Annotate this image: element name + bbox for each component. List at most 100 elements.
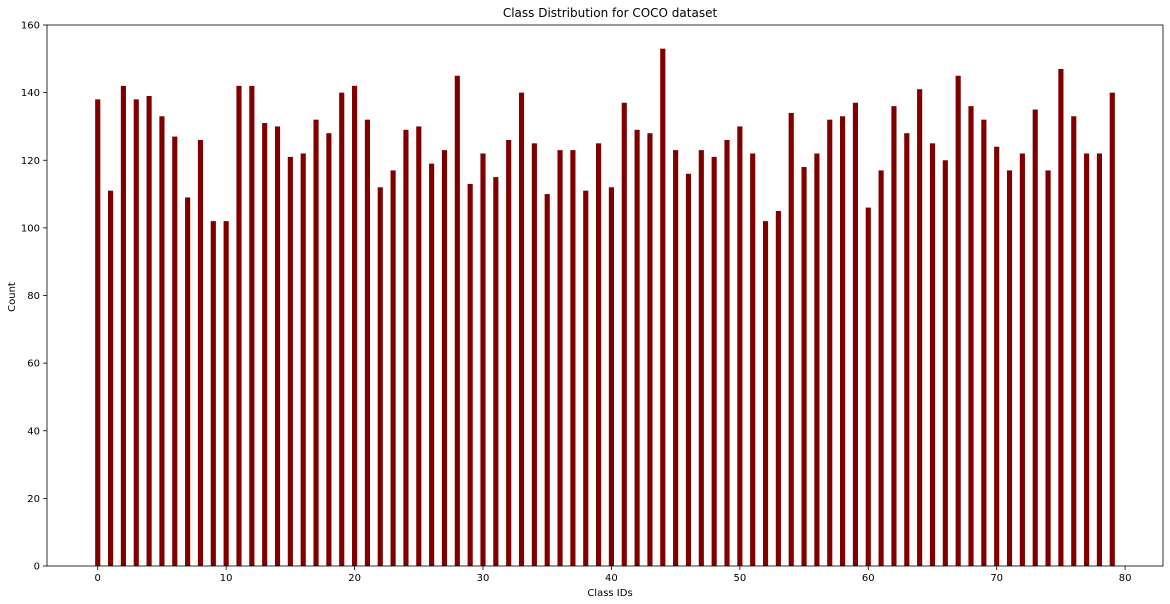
bar-class-33 <box>518 92 525 567</box>
x-tick-label: 20 <box>348 573 361 584</box>
bar-class-42 <box>634 129 640 566</box>
bar-class-60 <box>865 207 871 566</box>
bar-class-22 <box>377 187 383 567</box>
bar-class-19 <box>339 92 345 567</box>
bar-class-66 <box>942 160 948 566</box>
x-tick-label: 0 <box>95 573 101 584</box>
bar-class-6 <box>172 136 178 566</box>
bar-class-70 <box>994 146 1000 566</box>
y-axis-label: Count <box>7 282 18 312</box>
y-tick-label: 40 <box>27 426 40 437</box>
bar-class-47 <box>698 150 704 567</box>
plot-area: 0 10 20 30 40 50 60 70 80 0 20 40 60 80 100 120 140 160 <box>21 21 1164 584</box>
bar-class-12 <box>249 85 255 567</box>
bar-class-8 <box>197 139 204 566</box>
bar-class-37 <box>570 150 576 567</box>
bar-class-26 <box>429 163 435 566</box>
bar-class-40 <box>608 187 614 567</box>
bar-class-75 <box>1058 68 1064 567</box>
bar-class-30 <box>480 153 486 567</box>
chart-title: Class Distribution for COCO dataset <box>503 6 718 20</box>
bar-class-78 <box>1096 153 1102 567</box>
bar-class-1 <box>108 190 114 566</box>
bar-class-57 <box>827 119 833 567</box>
bar-class-65 <box>929 143 936 566</box>
bar-class-69 <box>981 119 987 567</box>
bar-class-61 <box>878 170 884 566</box>
y-tick-label: 0 <box>34 562 40 573</box>
bar-class-54 <box>788 112 794 566</box>
x-tick-label: 80 <box>1119 573 1132 584</box>
bar-class-28 <box>454 75 460 566</box>
y-tick-label: 80 <box>27 291 40 302</box>
y-tick-label: 60 <box>27 359 40 370</box>
bar-class-67 <box>955 75 961 566</box>
bar-class-20 <box>352 85 358 567</box>
bar-class-3 <box>133 99 139 566</box>
bar-class-4 <box>146 96 152 566</box>
bar-class-51 <box>750 153 756 567</box>
x-tick-label: 30 <box>477 573 490 584</box>
bar-class-31 <box>493 177 499 566</box>
bar-class-17 <box>313 119 319 567</box>
bar-class-15 <box>287 156 293 566</box>
bar-class-77 <box>1084 153 1090 567</box>
bar-class-24 <box>403 129 409 566</box>
y-tick-label: 120 <box>21 156 40 167</box>
bar-class-74 <box>1045 170 1051 566</box>
bar-class-62 <box>891 106 897 567</box>
bar-class-76 <box>1071 116 1077 566</box>
bar-class-43 <box>647 133 653 566</box>
bar-class-39 <box>596 143 602 566</box>
bar-class-71 <box>1006 170 1013 566</box>
bar-class-63 <box>904 133 910 566</box>
bar-class-25 <box>416 126 422 566</box>
bar-class-13 <box>262 123 268 566</box>
bar-class-18 <box>326 133 332 566</box>
bar-class-72 <box>1019 153 1025 567</box>
bar-class-49 <box>724 139 730 566</box>
bar-class-55 <box>801 167 807 566</box>
bar-class-68 <box>968 106 974 567</box>
bar-class-34 <box>531 143 537 566</box>
bar-class-45 <box>673 150 679 567</box>
x-tick-label: 70 <box>990 573 1003 584</box>
x-tick-label: 40 <box>605 573 618 584</box>
bar-class-79 <box>1109 92 1115 567</box>
bar-class-58 <box>840 116 846 566</box>
y-tick-label: 160 <box>21 21 40 32</box>
x-tick-label: 50 <box>733 573 746 584</box>
bar-class-7 <box>185 197 191 566</box>
bar-class-41 <box>621 102 627 567</box>
bar-class-64 <box>917 89 923 567</box>
x-tick-label: 60 <box>862 573 875 584</box>
bar-class-11 <box>236 85 242 567</box>
bar-class-10 <box>223 221 229 567</box>
bar-class-38 <box>583 190 589 566</box>
bar-class-9 <box>210 221 216 567</box>
bar-class-48 <box>711 156 717 566</box>
x-tick-label: 10 <box>220 573 233 584</box>
bar-class-2 <box>120 85 126 567</box>
bar-class-46 <box>685 173 692 566</box>
bar-class-21 <box>364 119 370 567</box>
bar-class-56 <box>814 153 820 567</box>
bar-class-53 <box>775 210 781 566</box>
bar-class-14 <box>274 126 281 566</box>
bar-class-16 <box>300 153 306 567</box>
bar-class-32 <box>506 139 512 566</box>
y-tick-label: 100 <box>21 223 40 234</box>
y-tick-label: 140 <box>21 88 40 99</box>
bar-class-44 <box>660 48 666 567</box>
x-axis-label: Class IDs <box>587 588 632 599</box>
bar-class-0 <box>95 99 101 566</box>
bar-class-50 <box>737 126 743 566</box>
bar-class-59 <box>852 102 858 567</box>
bar-class-52 <box>762 221 769 567</box>
bar-class-36 <box>557 150 563 567</box>
bar-class-73 <box>1032 109 1038 566</box>
y-tick-label: 20 <box>27 494 40 505</box>
bar-class-27 <box>441 150 448 567</box>
bar-class-29 <box>467 183 473 567</box>
